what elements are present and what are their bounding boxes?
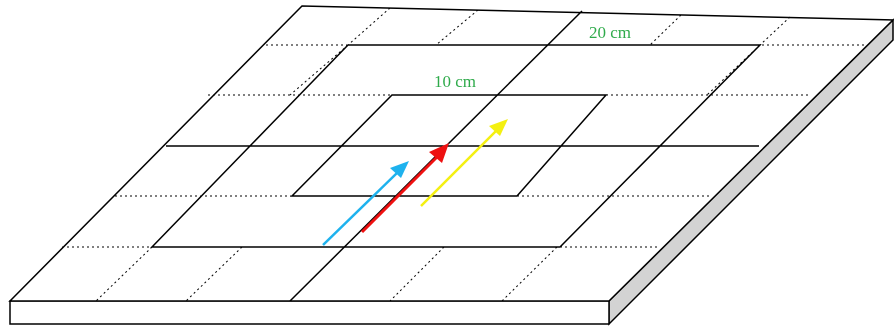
red-arrow-head: [429, 143, 449, 163]
dotted-grid: [62, 7, 864, 302]
outer-square-20cm: [150, 44, 762, 248]
arrows: [322, 119, 508, 246]
plate-top-surface: [8, 5, 894, 302]
outer-square-label: 20 cm: [589, 23, 631, 42]
yellow-arrow: [420, 130, 497, 207]
inner-square-10cm: [290, 94, 608, 197]
plate-thickness: [9, 18, 894, 326]
grid-line: [347, 7, 391, 46]
grid-line: [435, 9, 479, 46]
blue-arrow: [322, 172, 398, 246]
grid-line: [759, 16, 791, 46]
grid-line: [706, 44, 761, 96]
grid-line: [649, 14, 682, 46]
yellow-arrow-head: [489, 119, 508, 136]
red-arrow: [360, 155, 439, 234]
inner-square-label: 10 cm: [434, 72, 476, 91]
blue-arrow-head: [390, 161, 409, 178]
plate-front-face: [9, 300, 610, 325]
